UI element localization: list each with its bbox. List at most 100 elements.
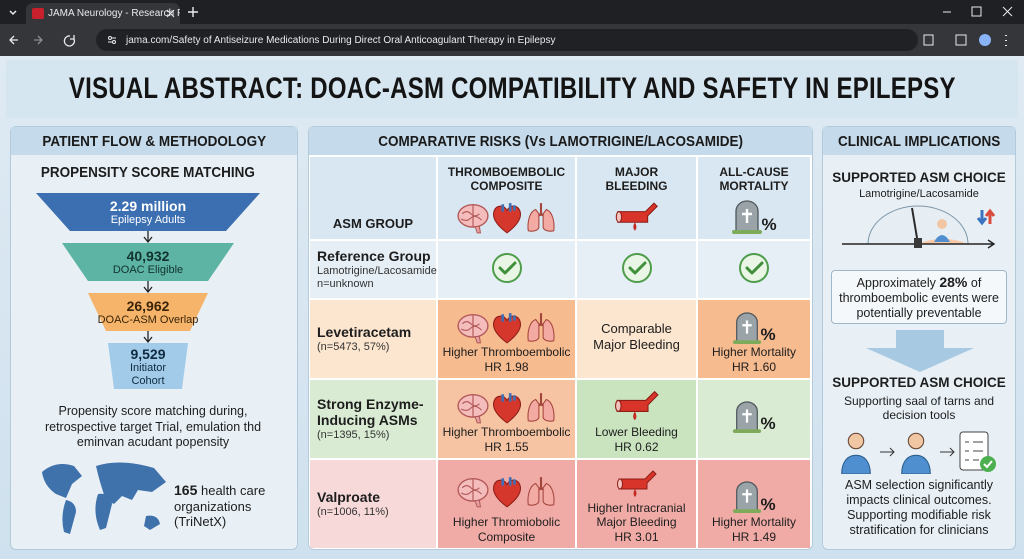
div: % (732, 479, 776, 515)
path (166, 9, 175, 18)
use (527, 393, 553, 421)
funnel-label: 2.29 million Epilepsy Adults (60, 194, 236, 230)
risk-text: Higher Intracranial Major Bleeding (587, 500, 686, 530)
div (456, 311, 558, 345)
use (617, 471, 656, 497)
source-note: 165 health care organizations (TriNetX) (174, 482, 284, 530)
preventable-text: of thromboembolic events were potentiall… (839, 276, 999, 320)
column-header: THROMBOEMBOLIC COMPOSITE (438, 157, 575, 239)
risk-text: Comparable Major Bleeding (593, 321, 680, 352)
brain-icon (456, 311, 490, 345)
tomb-icon (732, 400, 762, 434)
risk-cell: Higher Thromboembolic HR 1.55 (438, 380, 575, 458)
down-arrow-icon (976, 210, 988, 226)
use (493, 477, 520, 507)
column-header: ASM GROUP (310, 157, 436, 239)
circle (979, 34, 991, 46)
lungs-icon (524, 311, 558, 345)
funnel-value: 26,962 (126, 297, 170, 314)
map-americas (42, 464, 82, 534)
use (493, 254, 521, 282)
div: % (732, 400, 776, 434)
circle (112, 40, 116, 44)
check-icon (621, 252, 653, 284)
address-bar[interactable]: jama.com/Safety of Antiseizure Medicatio… (96, 29, 918, 51)
world-map (42, 462, 166, 534)
path (9, 10, 17, 16)
panel-heading: PATIENT FLOW & METHODOLOGY (11, 127, 297, 155)
path (34, 35, 43, 45)
preventable-percent: 28% (939, 274, 968, 290)
tab-menu-button[interactable] (6, 5, 20, 19)
percent-sign: % (760, 494, 776, 514)
lungs-icon (524, 475, 558, 509)
active-tab[interactable]: JAMA Neurology - Research P (26, 3, 180, 24)
hazard-ratio: HR 1.55 (484, 439, 529, 454)
risk-text: Lower Bleeding (595, 425, 678, 440)
div (456, 391, 558, 425)
tab-title: JAMA Neurology - Research P (48, 8, 180, 19)
tomb-icon (731, 199, 763, 235)
hazard-ratio: HR 0.62 (614, 439, 659, 454)
path (1002, 6, 1013, 17)
use (493, 393, 520, 423)
person-body (934, 235, 950, 242)
hazard-ratio: HR 1.98 (484, 359, 529, 374)
heart-icon (490, 475, 524, 509)
funnel-stage (108, 343, 188, 389)
funnel-label: 40,932 DOAC Eligible (78, 244, 218, 280)
use (902, 433, 931, 474)
heart-icon (490, 391, 524, 425)
risk-cell: % Higher Mortality HR 1.60 (698, 300, 810, 378)
group-n: (n=1395, 15%) (317, 429, 390, 442)
funnel-caption: Epilepsy Adults (110, 213, 186, 226)
risk-cell: Higher Thromboembolic HR 1.98 (438, 300, 575, 378)
funnel-caption: DOAC Eligible (112, 263, 184, 276)
use (458, 395, 488, 423)
group-cell: Strong Enzyme-Inducing ASMs (n=1395, 15%) (310, 380, 436, 458)
check-icon (738, 252, 770, 284)
vessel-icon (615, 201, 659, 235)
brain-icon (456, 201, 490, 235)
use (615, 392, 657, 421)
panel-heading: CLINICAL IMPLICATIONS (823, 127, 1015, 155)
risk-text: Higher Mortality (711, 345, 797, 360)
group-name: Valproate (317, 489, 381, 505)
site-info-icon[interactable] (106, 34, 118, 46)
person-head (937, 219, 947, 229)
check-badge (980, 456, 996, 472)
new-tab-button[interactable] (186, 5, 200, 19)
percent-sign: % (760, 413, 776, 433)
funnel-label: 9,529 Initiator Cohort (113, 344, 183, 390)
check-icon (491, 252, 523, 284)
column-title: THROMBOEMBOLIC COMPOSITE (447, 165, 566, 194)
group-detail: Lamotrigine/Lacosamide (317, 264, 437, 277)
heading-text: COMPARATIVE RISKS (Vs LAMOTRIGINE/LACOSA… (378, 132, 743, 150)
up-arrow-icon (984, 208, 996, 224)
risk-cell: Higher Thromiobolic Composite (438, 460, 575, 548)
use (527, 477, 553, 505)
heading-text: CLINICAL IMPLICATIONS (837, 132, 1001, 150)
preventable-box: Approximately 28% of thromboembolic even… (831, 270, 1007, 324)
funnel-label: 26,962 DOAC-ASM Overlap (88, 294, 208, 330)
arrow-shape (866, 330, 974, 372)
favicon (32, 8, 44, 19)
window-controls[interactable] (940, 5, 1020, 19)
group-n: (n=5473, 57%) (317, 340, 390, 353)
method-description: Propensity score matching during, retros… (44, 404, 262, 450)
flow-arrow (866, 330, 974, 372)
group-n: (n=1006, 11%) (317, 505, 389, 518)
column-header: MAJOR BLEEDING (577, 157, 696, 239)
div (456, 475, 558, 509)
close-tab-button[interactable] (166, 9, 175, 18)
use (458, 315, 488, 343)
hazard-ratio: HR 1.60 (731, 359, 777, 374)
vessel-icon (615, 389, 659, 425)
checklist-lines (965, 441, 983, 461)
use (842, 433, 871, 474)
group-cell: Levetiracetam (n=5473, 57%) (310, 300, 436, 378)
tomb-icon (732, 479, 762, 515)
nav-buttons[interactable] (8, 33, 88, 47)
use (616, 203, 657, 231)
